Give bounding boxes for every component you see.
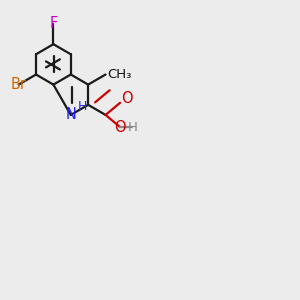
Text: H: H [127, 121, 137, 134]
Text: O: O [114, 120, 126, 135]
Text: CH₃: CH₃ [107, 68, 131, 81]
Text: N: N [65, 107, 76, 122]
Text: O: O [121, 91, 133, 106]
Text: H: H [78, 100, 88, 113]
Text: F: F [49, 16, 58, 32]
Text: Br: Br [11, 77, 27, 92]
